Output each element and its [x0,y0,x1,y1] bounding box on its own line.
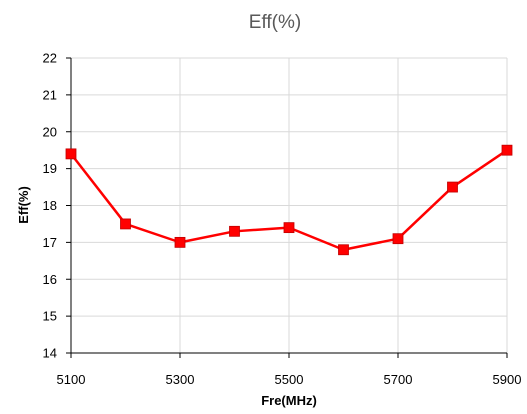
y-tick-label: 15 [43,309,57,324]
y-tick-label: 21 [43,87,57,102]
data-point-marker [65,148,77,160]
x-tick-label: 5700 [384,372,413,387]
y-tick-label: 22 [43,51,57,66]
x-tick-label: 5500 [275,372,304,387]
x-tick-label: 5900 [493,372,522,387]
data-point-marker [120,218,131,230]
y-tick-label: 14 [43,346,57,361]
axes [66,57,508,358]
y-tick-labels: 14 15 16 17 18 19 20 21 22 [43,51,57,361]
y-tick-label: 17 [43,235,57,250]
data-point-marker [392,233,404,245]
y-tick-label: 18 [43,198,57,213]
data-point-marker [174,236,186,248]
data-point-marker [447,181,458,193]
y-tick-label: 20 [43,124,57,139]
series-group [65,144,513,256]
x-tick-label: 5100 [57,372,86,387]
x-tick-labels: 5100 5300 5500 5700 5900 [57,372,522,387]
data-point-marker [338,244,349,256]
chart-title: Eff(%) [249,12,301,33]
data-point-marker [229,225,240,237]
data-point-marker [283,222,295,234]
x-axis-title: Fre(MHz) [261,393,317,408]
y-axis-title: Eff(%) [16,186,31,224]
x-tick-label: 5300 [166,372,195,387]
grid [71,57,508,353]
data-point-marker [501,144,513,156]
y-tick-label: 19 [43,161,57,176]
y-tick-label: 16 [43,272,57,287]
